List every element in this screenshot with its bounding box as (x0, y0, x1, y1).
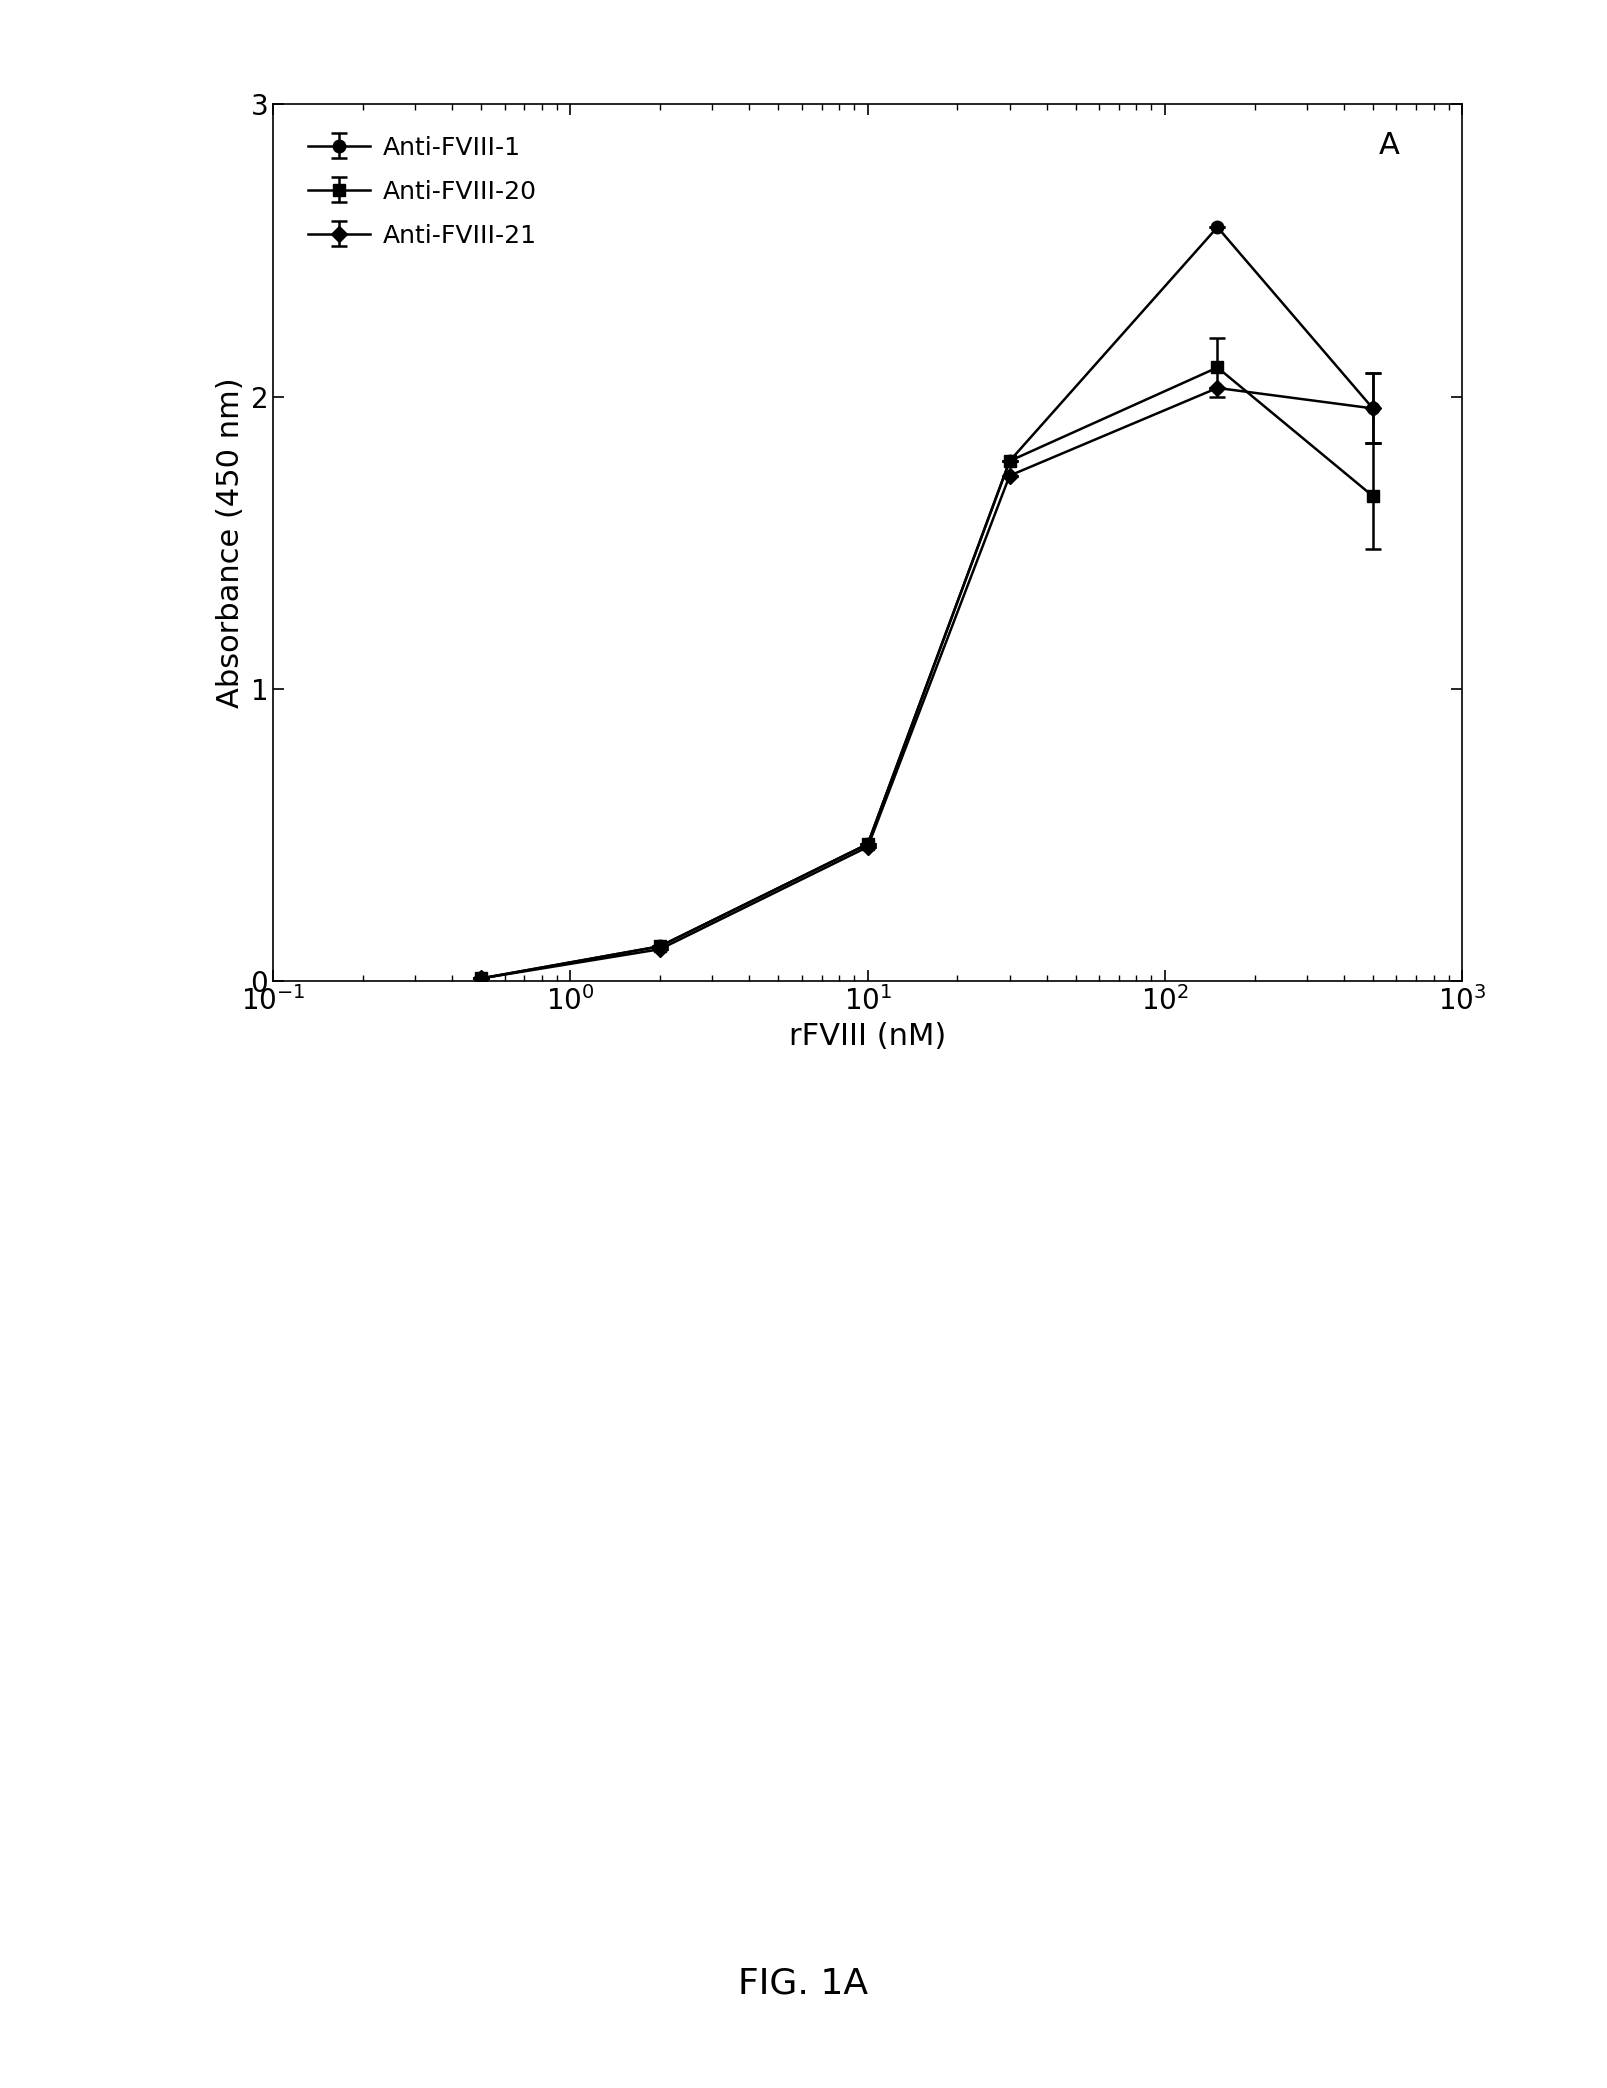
X-axis label: rFVIII (nM): rFVIII (nM) (789, 1021, 947, 1050)
Text: FIG. 1A: FIG. 1A (739, 1967, 868, 2000)
Text: A: A (1379, 132, 1400, 159)
Legend: Anti-FVIII-1, Anti-FVIII-20, Anti-FVIII-21: Anti-FVIII-1, Anti-FVIII-20, Anti-FVIII-… (297, 125, 546, 257)
Y-axis label: Absorbance (450 nm): Absorbance (450 nm) (215, 378, 244, 708)
